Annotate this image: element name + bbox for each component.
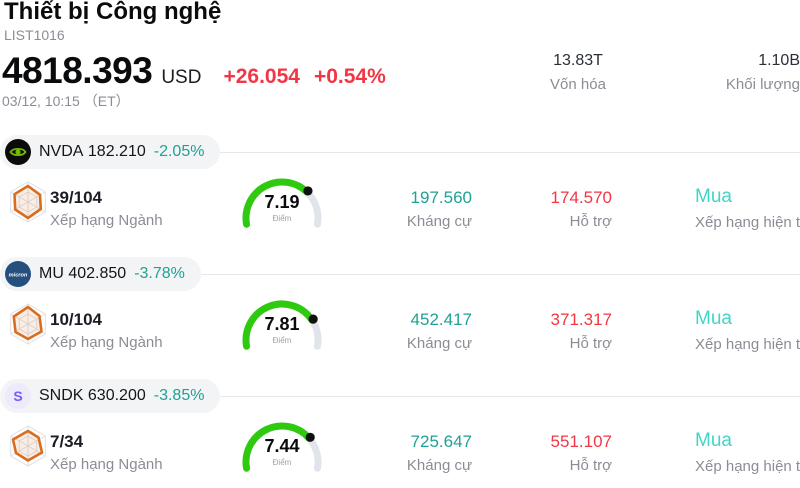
- support-col: 551.107 Hỗ trợ: [482, 432, 612, 474]
- score-gauge: 7.81 Điểm: [236, 294, 328, 358]
- stock-row-sndk: S SNDK 630.200 -3.85% 7/34 Xếp hạng Ngàn…: [0, 378, 800, 488]
- score-label: Điểm: [272, 214, 292, 223]
- radar-hexagon-icon: [7, 180, 49, 226]
- change-pct: +0.54%: [313, 65, 386, 88]
- svg-text:S: S: [13, 388, 22, 404]
- resistance-value: 725.647: [410, 432, 472, 451]
- ticker-change: -3.78%: [134, 265, 185, 282]
- market-cap-stat: 13.83T Vốn hóa: [528, 52, 628, 93]
- radar-hexagon-icon: [7, 424, 49, 470]
- score-gauge: 7.19 Điểm: [236, 172, 328, 236]
- stock-row-mu: micron MU 402.850 -3.78% 10/104 Xếp hạng…: [0, 256, 800, 378]
- score-value: 7.19: [264, 192, 300, 212]
- score-value: 7.44: [264, 436, 300, 456]
- support-label: Hỗ trợ: [569, 457, 612, 474]
- rating-value: Mua: [695, 308, 732, 329]
- score-gauge: 7.44 Điểm: [236, 416, 328, 480]
- current-rating: Mua Xếp hạng hiện tại: [695, 186, 800, 231]
- sector-rank-value: 39/104: [50, 188, 102, 207]
- market-cap-label: Vốn hóa: [550, 76, 606, 93]
- score-label: Điểm: [272, 336, 292, 345]
- support-label: Hỗ trợ: [569, 213, 612, 230]
- sector-rank-label: Xếp hạng Ngành: [50, 456, 163, 473]
- index-change: +26.054 +0.54%: [223, 65, 385, 89]
- rating-value: Mua: [695, 186, 732, 207]
- currency-label: USD: [161, 67, 202, 88]
- score-value: 7.81: [264, 314, 300, 334]
- rating-label: Xếp hạng hiện tại: [695, 214, 800, 231]
- sector-rank-label: Xếp hạng Ngành: [50, 212, 163, 229]
- resistance-col: 452.417 Kháng cự: [342, 310, 472, 352]
- index-price: 4818.393: [2, 50, 153, 91]
- rating-value: Mua: [695, 430, 732, 451]
- resistance-value: 197.560: [410, 188, 472, 207]
- rating-label: Xếp hạng hiện tại: [695, 336, 800, 353]
- support-label: Hỗ trợ: [569, 335, 612, 352]
- current-rating: Mua Xếp hạng hiện tại: [695, 430, 800, 475]
- market-cap-value: 13.83T: [553, 52, 603, 69]
- index-price-row: 4818.393 USD +26.054 +0.54%: [2, 50, 386, 92]
- resistance-label: Kháng cự: [406, 457, 472, 474]
- volume-stat: 1.10B Khối lượng: [700, 52, 800, 93]
- volume-value: 1.10B: [758, 52, 800, 69]
- ticker-change: -2.05%: [153, 143, 205, 160]
- sector-rank-label: Xếp hạng Ngành: [50, 334, 163, 351]
- micron-logo-icon: micron: [5, 261, 31, 287]
- sector-rank: 39/104 Xếp hạng Ngành: [50, 188, 163, 229]
- ticker-pill-sndk[interactable]: S SNDK 630.200 -3.85%: [0, 379, 221, 413]
- support-col: 371.317 Hỗ trợ: [482, 310, 612, 352]
- ticker-and-price: SNDK 630.200: [39, 387, 146, 404]
- list-id: LIST1016: [4, 27, 65, 43]
- row-divider: [0, 396, 800, 397]
- support-col: 174.570 Hỗ trợ: [482, 188, 612, 230]
- support-value: 551.107: [550, 432, 612, 451]
- support-value: 371.317: [550, 310, 612, 329]
- nvidia-logo-icon: [5, 139, 31, 165]
- sector-rank-value: 7/34: [50, 432, 84, 451]
- rating-label: Xếp hạng hiện tại: [695, 458, 800, 475]
- current-rating: Mua Xếp hạng hiện tại: [695, 308, 800, 353]
- row-divider: [0, 274, 800, 275]
- volume-label: Khối lượng: [725, 76, 800, 93]
- ticker-pill-nvda[interactable]: NVDA 182.210 -2.05%: [0, 135, 221, 169]
- score-label: Điểm: [272, 458, 292, 467]
- sector-rank-value: 10/104: [50, 310, 102, 329]
- row-divider: [0, 152, 800, 153]
- timestamp: 03/12, 10:15 （ET）: [2, 93, 130, 109]
- resistance-label: Kháng cự: [406, 335, 472, 352]
- svg-text:micron: micron: [9, 273, 28, 279]
- support-value: 174.570: [550, 188, 612, 207]
- sector-rank: 10/104 Xếp hạng Ngành: [50, 310, 163, 351]
- ticker-and-price: NVDA 182.210: [39, 143, 146, 160]
- ticker-and-price: MU 402.850: [39, 265, 127, 282]
- ticker-pill-mu[interactable]: micron MU 402.850 -3.78%: [0, 257, 201, 291]
- resistance-col: 725.647 Kháng cự: [342, 432, 472, 474]
- resistance-value: 452.417: [410, 310, 472, 329]
- ticker-change: -3.85%: [153, 387, 205, 404]
- sector-rank: 7/34 Xếp hạng Ngành: [50, 432, 163, 473]
- change-abs: +26.054: [223, 65, 300, 88]
- resistance-col: 197.560 Kháng cự: [342, 188, 472, 230]
- page-title: Thiết bị Công nghệ: [4, 0, 222, 25]
- stock-row-nvda: NVDA 182.210 -2.05% 39/104 Xếp hạng Ngàn…: [0, 134, 800, 256]
- resistance-label: Kháng cự: [406, 213, 472, 230]
- sandisk-logo-icon: S: [5, 383, 31, 409]
- radar-hexagon-icon: [7, 302, 49, 348]
